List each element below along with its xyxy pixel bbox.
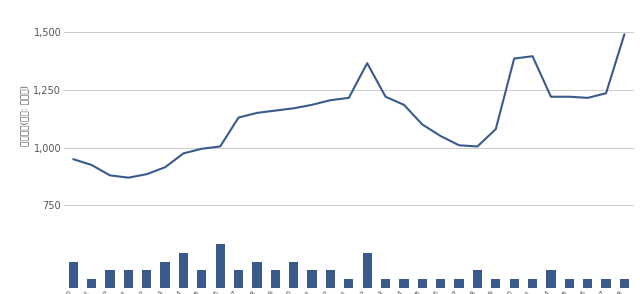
Bar: [197, 270, 206, 288]
Bar: [436, 279, 445, 288]
Bar: [68, 262, 78, 288]
Bar: [216, 244, 225, 288]
Bar: [492, 279, 500, 288]
Bar: [179, 253, 188, 288]
Bar: [252, 262, 262, 288]
Bar: [399, 279, 408, 288]
Bar: [509, 279, 519, 288]
Bar: [418, 279, 427, 288]
Bar: [547, 270, 556, 288]
Bar: [564, 279, 574, 288]
Bar: [106, 270, 115, 288]
Bar: [344, 279, 353, 288]
Bar: [307, 270, 317, 288]
Y-axis label: 거래금액(단위: 백만원): 거래금액(단위: 백만원): [20, 85, 29, 146]
Bar: [271, 270, 280, 288]
Bar: [473, 270, 482, 288]
Bar: [326, 270, 335, 288]
Bar: [381, 279, 390, 288]
Bar: [454, 279, 463, 288]
Bar: [161, 262, 170, 288]
Bar: [363, 253, 372, 288]
Bar: [87, 279, 96, 288]
Bar: [583, 279, 592, 288]
Bar: [289, 262, 298, 288]
Bar: [124, 270, 133, 288]
Bar: [234, 270, 243, 288]
Bar: [528, 279, 537, 288]
Bar: [620, 279, 629, 288]
Bar: [602, 279, 611, 288]
Bar: [142, 270, 151, 288]
